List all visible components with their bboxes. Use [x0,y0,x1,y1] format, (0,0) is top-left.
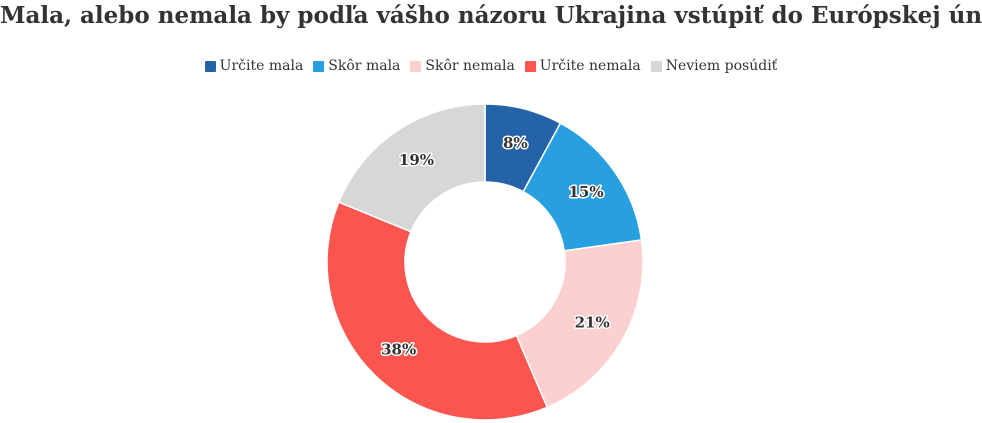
slice-label: 19% [399,151,434,169]
labels-group: 8% 15% 21% 38% 19% [380,132,612,360]
slice-label: 15% [568,183,603,201]
slice-label: 21% [575,313,610,331]
legend-label: Skôr nemala [425,58,515,74]
legend-swatch [204,60,216,72]
donut-slice[interactable] [337,103,486,233]
legend: Určite mala Skôr mala Skôr nemala Určite… [0,58,982,74]
legend-item-neviem-posudit[interactable]: Neviem posúdiť [650,58,778,74]
legend-swatch [650,60,662,72]
slice-label: 8% [503,134,528,152]
donut-slice[interactable] [326,201,549,421]
legend-item-urcite-nemala[interactable]: Určite nemala [524,58,641,74]
legend-label: Skôr mala [328,58,401,74]
legend-label: Neviem posúdiť [665,58,778,74]
legend-label: Určite mala [219,58,304,74]
legend-swatch [410,60,422,72]
legend-swatch [313,60,325,72]
legend-item-skor-mala[interactable]: Skôr mala [313,58,400,74]
slice-label: 38% [381,341,416,359]
slices-group [326,103,644,421]
donut-slice[interactable] [515,239,644,409]
legend-item-urcite-mala[interactable]: Určite mala [204,58,304,74]
legend-item-skor-nemala[interactable]: Skôr nemala [410,58,515,74]
legend-label: Určite nemala [539,58,641,74]
legend-swatch [524,60,536,72]
chart-title: Mala, alebo nemala by podľa vášho názoru… [0,2,982,29]
